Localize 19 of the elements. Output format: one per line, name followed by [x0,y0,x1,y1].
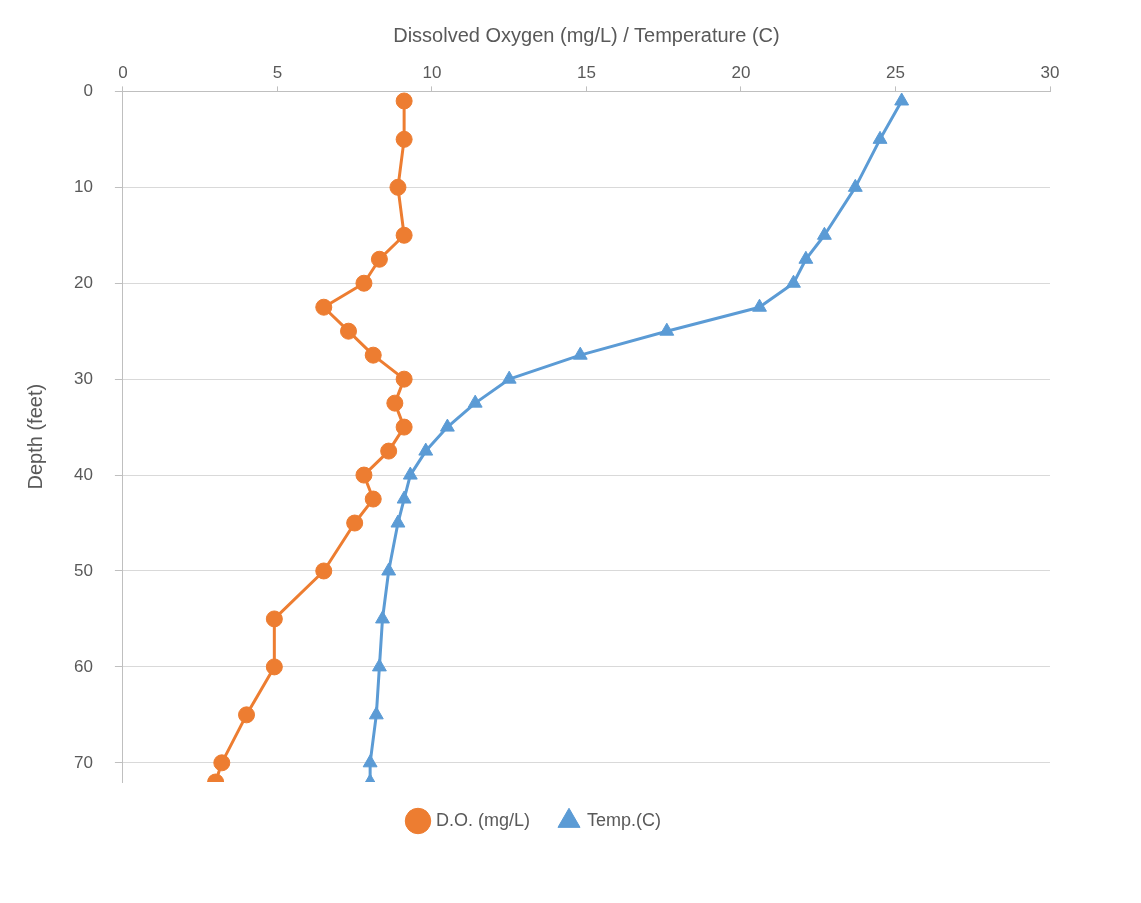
y-axis-title: Depth (feet) [23,383,46,490]
legend-label: D.O. (mg/L) [435,809,531,830]
y-tick-label: 40 [73,464,93,484]
x-tick-label: 25 [886,62,905,82]
y-tick-label: 30 [73,368,93,388]
y-tick-label: 20 [73,272,93,292]
x-tick-label: 10 [422,62,442,82]
x-tick-label: 20 [731,62,751,82]
x-axis-title: Dissolved Oxygen (mg/L) / Temperature (C) [393,23,780,46]
x-tick-label: 0 [118,62,128,82]
legend-label: Temp.(C) [587,809,662,830]
x-tick-label: 5 [272,62,283,82]
y-tick-label: 0 [83,81,93,101]
y-tick-label: 10 [73,177,93,196]
y-tick-label: 70 [73,752,93,772]
x-tick-label: 30 [1040,62,1060,82]
y-tick-label: 50 [73,560,93,580]
y-tick-label: 60 [73,656,93,676]
x-tick-label: 15 [576,62,596,82]
